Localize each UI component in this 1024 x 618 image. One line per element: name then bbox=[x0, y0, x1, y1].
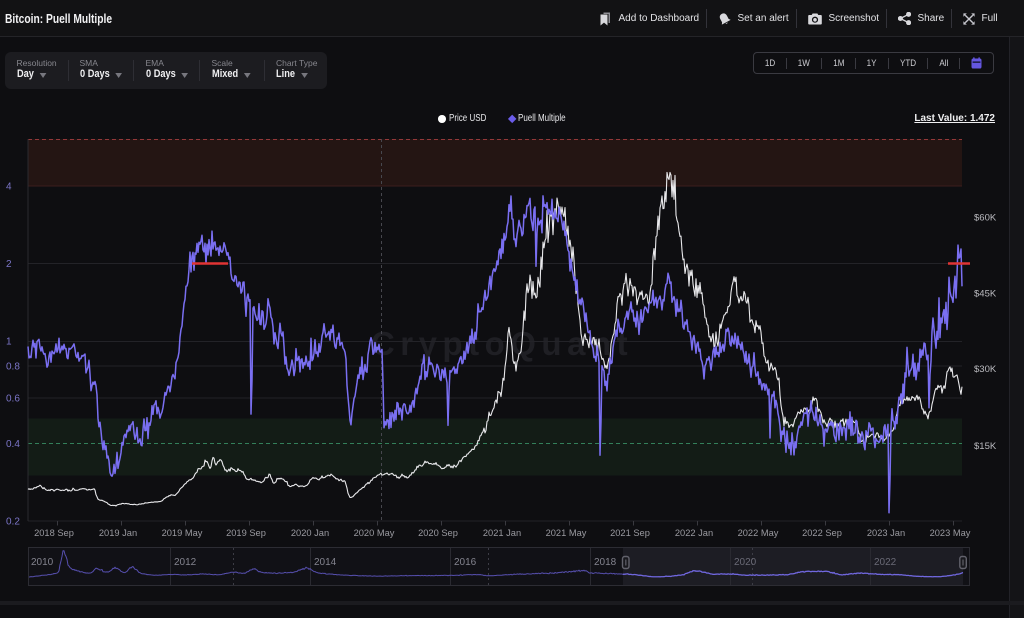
svg-text:2021 Jan: 2021 Jan bbox=[483, 528, 521, 538]
svg-text:2020 Sep: 2020 Sep bbox=[418, 528, 458, 538]
svg-text:2020 Jan: 2020 Jan bbox=[291, 528, 329, 538]
svg-text:$30K: $30K bbox=[974, 364, 997, 375]
svg-text:2022 May: 2022 May bbox=[738, 528, 779, 538]
svg-text:2019 Jan: 2019 Jan bbox=[99, 528, 137, 538]
svg-text:2022 Sep: 2022 Sep bbox=[802, 528, 842, 538]
svg-text:$15K: $15K bbox=[974, 441, 997, 452]
svg-text:2014: 2014 bbox=[314, 557, 337, 568]
svg-text:2022: 2022 bbox=[874, 557, 897, 568]
svg-text:2016: 2016 bbox=[454, 557, 477, 568]
svg-text:$60K: $60K bbox=[974, 213, 997, 224]
svg-text:2023 Jan: 2023 Jan bbox=[867, 528, 905, 538]
svg-text:$45K: $45K bbox=[974, 289, 997, 300]
svg-text:2: 2 bbox=[6, 259, 12, 270]
svg-text:2021 Sep: 2021 Sep bbox=[610, 528, 650, 538]
svg-text:2021 May: 2021 May bbox=[546, 528, 587, 538]
svg-text:2023 May: 2023 May bbox=[930, 528, 971, 538]
svg-text:2022 Jan: 2022 Jan bbox=[675, 528, 713, 538]
svg-text:2018: 2018 bbox=[594, 557, 617, 568]
svg-text:4: 4 bbox=[6, 182, 12, 193]
svg-text:2020: 2020 bbox=[734, 557, 757, 568]
svg-text:2012: 2012 bbox=[174, 557, 197, 568]
svg-text:0.8: 0.8 bbox=[6, 361, 20, 372]
svg-text:CryptoQuant: CryptoQuant bbox=[371, 325, 633, 362]
svg-text:0.4: 0.4 bbox=[6, 439, 20, 450]
svg-text:2018 Sep: 2018 Sep bbox=[34, 528, 74, 538]
svg-text:2019 May: 2019 May bbox=[162, 528, 203, 538]
svg-text:2019 Sep: 2019 Sep bbox=[226, 528, 266, 538]
svg-text:0.2: 0.2 bbox=[6, 516, 20, 527]
svg-text:1: 1 bbox=[6, 337, 12, 348]
svg-text:0.6: 0.6 bbox=[6, 394, 20, 405]
svg-text:2020 May: 2020 May bbox=[354, 528, 395, 538]
svg-text:2010: 2010 bbox=[31, 557, 54, 568]
